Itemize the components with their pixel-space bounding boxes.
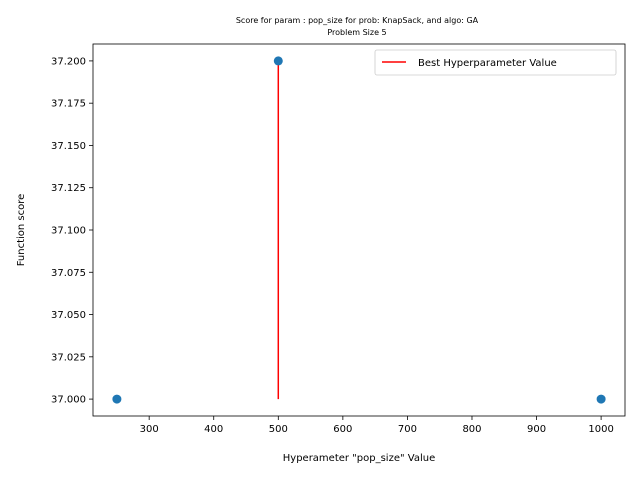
- x-tick-label: 500: [269, 424, 288, 435]
- legend-entry-best-hyperparameter: Best Hyperparameter Value: [418, 58, 557, 69]
- x-tick-label: 400: [204, 424, 223, 435]
- x-tick-label: 1000: [588, 424, 613, 435]
- chart-title: Score for param : pop_size for prob: Kna…: [236, 16, 479, 25]
- y-tick-label: 37.200: [51, 56, 86, 67]
- plot-area: [92, 43, 626, 417]
- scatter-point: [112, 394, 122, 404]
- scatter-point: [273, 56, 283, 66]
- data-marks: [112, 56, 606, 404]
- y-tick-label: 37.025: [51, 352, 86, 363]
- x-tick-label: 700: [398, 424, 417, 435]
- y-tick-label: 37.150: [51, 141, 86, 152]
- y-tick-label: 37.050: [51, 310, 86, 321]
- x-tick-label: 600: [333, 424, 352, 435]
- legend: Best Hyperparameter Value: [374, 49, 617, 76]
- x-tick-label: 300: [140, 424, 159, 435]
- y-tick-label: 37.000: [51, 395, 86, 406]
- y-axis-ticks: 37.000 37.025 37.050 37.075 37.100 37.125 37.1…: [51, 56, 93, 406]
- scatter-point: [596, 394, 606, 404]
- x-axis-label: Hyperameter "pop_size" Value: [283, 453, 435, 464]
- y-tick-label: 37.075: [51, 268, 86, 279]
- y-tick-label: 37.125: [51, 183, 86, 194]
- y-tick-label: 37.100: [51, 226, 86, 237]
- y-axis-label: Function score: [16, 194, 27, 267]
- y-tick-label: 37.175: [51, 99, 86, 110]
- x-axis-ticks: 300 400 500 600 700 800 900 1000: [140, 416, 614, 435]
- x-tick-label: 800: [462, 424, 481, 435]
- chart-title-group: Score for param : pop_size for prob: Kna…: [236, 16, 479, 37]
- legend-box: [374, 49, 617, 76]
- x-tick-label: 900: [527, 424, 546, 435]
- chart-subtitle: Problem Size 5: [327, 28, 386, 37]
